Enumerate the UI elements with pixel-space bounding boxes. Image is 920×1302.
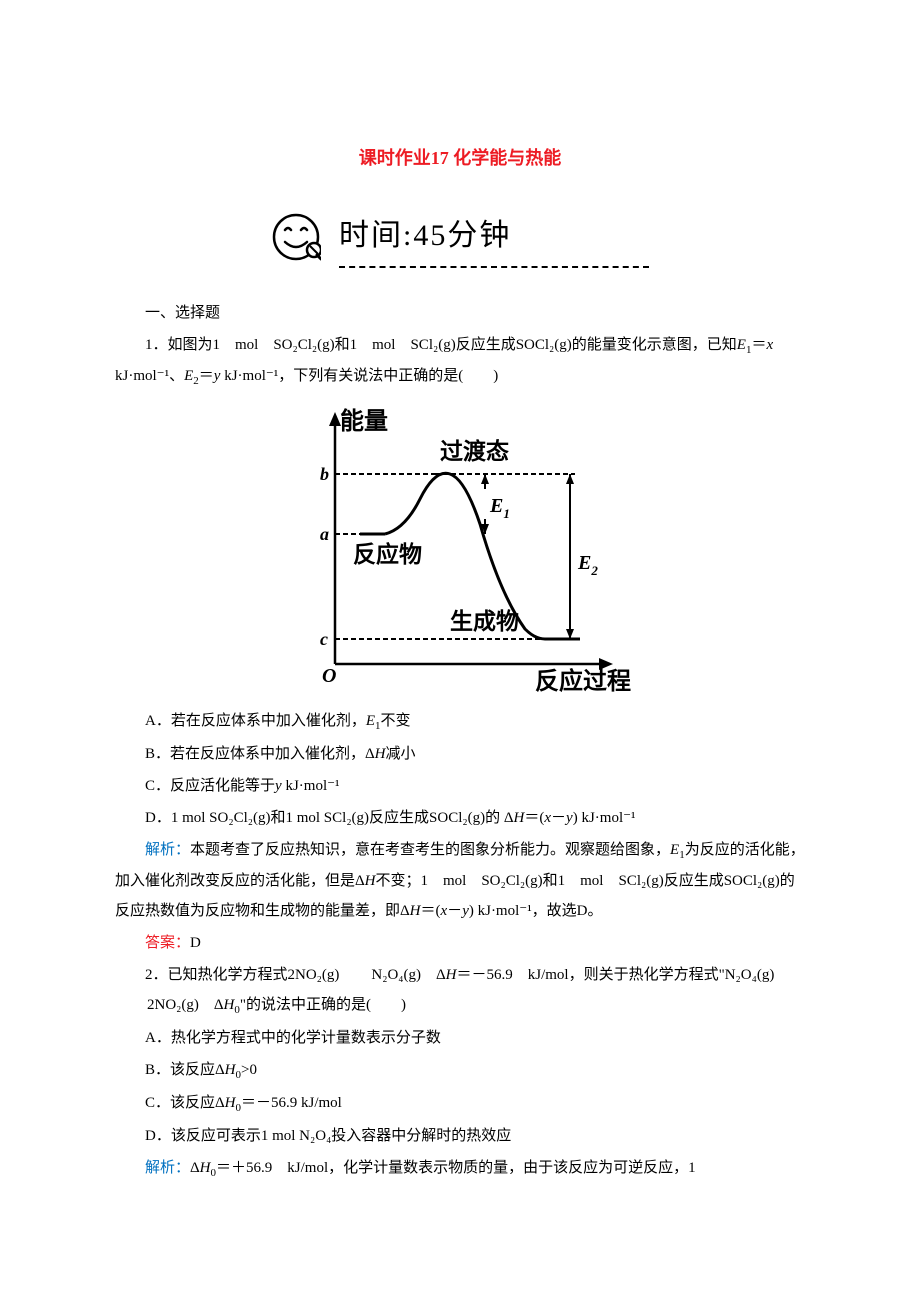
- text: ) kJ·mol⁻¹，故选D。: [469, 903, 603, 919]
- var-H: H: [365, 873, 376, 889]
- time-banner: 时间:45分钟: [115, 206, 805, 268]
- q1-stem: 1．如图为1 mol SO₂Cl₂(g)和1 mol SCl₂(g)反应生成SO…: [115, 330, 805, 392]
- text: 减小: [386, 746, 416, 762]
- transition-label: 过渡态: [440, 438, 509, 464]
- var-H: H: [224, 997, 235, 1013]
- y-axis-label: 能量: [340, 407, 388, 435]
- text: 2NO₂(g) Δ: [147, 997, 224, 1013]
- text: C．该反应Δ: [145, 1095, 225, 1111]
- q1-option-a: A．若在反应体系中加入催化剂，E1不变: [115, 706, 805, 737]
- text: ＝(: [421, 903, 441, 919]
- q1-option-b: B．若在反应体系中加入催化剂，ΔH减小: [115, 739, 805, 769]
- q1-option-c: C．反应活化能等于y kJ·mol⁻¹: [115, 771, 805, 801]
- var-H: H: [200, 1160, 211, 1176]
- var-x: x: [766, 337, 773, 353]
- text: －: [447, 903, 462, 919]
- text: N₂O₄(g) Δ: [371, 967, 445, 983]
- var-E: E: [366, 713, 375, 729]
- origin-label: O: [322, 665, 336, 687]
- text: 本题考查了反应热知识，意在考查考生的图象分析能力。观察题给图象，: [190, 842, 670, 858]
- var-E: E: [737, 337, 746, 353]
- q1-option-d: D．1 mol SO₂Cl₂(g)和1 mol SCl₂(g)反应生成SOCl₂…: [115, 803, 805, 833]
- text: >0: [241, 1062, 257, 1078]
- text: D．1 mol SO₂Cl₂(g)和1 mol SCl₂(g)反应生成SOCl₂…: [145, 810, 514, 826]
- text: 2．已知热化学方程式2NO₂(g): [145, 967, 339, 983]
- text: ＝(: [524, 810, 544, 826]
- text: "的说法中正确的是( ): [240, 997, 406, 1013]
- page-title: 课时作业17 化学能与热能: [115, 140, 805, 176]
- E1-label: E1: [489, 495, 510, 521]
- var-y: y: [566, 810, 573, 826]
- time-underline: [339, 266, 649, 268]
- var-y: y: [462, 903, 469, 919]
- var-E: E: [670, 842, 679, 858]
- q2-option-b: B．该反应ΔH0>0: [115, 1055, 805, 1086]
- var-E: E: [184, 368, 193, 384]
- unit: kJ·mol⁻¹，下列有关说法中正确的是( ): [220, 368, 498, 384]
- text: A．若在反应体系中加入催化剂，: [145, 713, 366, 729]
- var-H: H: [410, 903, 421, 919]
- q1-analysis: 解析：本题考查了反应热知识，意在考查考生的图象分析能力。观察题给图象，E1为反应…: [115, 835, 805, 926]
- text: ＝－56.9 kJ/mol，则关于热化学方程式"N₂O₄(g): [457, 967, 775, 983]
- E2-label: E2: [577, 552, 598, 578]
- text: B．若在反应体系中加入催化剂，Δ: [145, 746, 375, 762]
- point-c: c: [320, 629, 328, 649]
- eq: ＝: [199, 368, 214, 384]
- var-H: H: [514, 810, 525, 826]
- text: B．该反应Δ: [145, 1062, 225, 1078]
- q2-analysis: 解析：ΔH0＝＋56.9 kJ/mol，化学计量数表示物质的量，由于该反应为可逆…: [115, 1153, 805, 1184]
- text: 不变: [381, 713, 411, 729]
- text: ) kJ·mol⁻¹: [573, 810, 636, 826]
- q2-option-a: A．热化学方程式中的化学计量数表示分子数: [115, 1023, 805, 1053]
- q2-stem: 2．已知热化学方程式2NO₂(g)N₂O₄(g) ΔH＝－56.9 kJ/mol…: [115, 960, 805, 1021]
- q1-answer: 答案：D: [115, 928, 805, 958]
- reactant-label: 反应物: [353, 541, 422, 567]
- text: －: [551, 810, 566, 826]
- var-y: y: [275, 778, 282, 794]
- x-axis-label: 反应过程: [535, 667, 631, 694]
- analysis-label: 解析：: [145, 1160, 190, 1176]
- point-b: b: [320, 464, 329, 484]
- q2-option-c: C．该反应ΔH0＝－56.9 kJ/mol: [115, 1088, 805, 1119]
- eq: ＝: [751, 337, 766, 353]
- text: ＝＋56.9 kJ/mol，化学计量数表示物质的量，由于该反应为可逆反应，1: [216, 1160, 696, 1176]
- var-H: H: [446, 967, 457, 983]
- q2-option-d: D．该反应可表示1 mol N₂O₄投入容器中分解时的热效应: [115, 1121, 805, 1151]
- text: ＝－56.9 kJ/mol: [241, 1095, 342, 1111]
- time-text: 时间:45分钟: [339, 206, 649, 266]
- text: Δ: [190, 1160, 200, 1176]
- unit: kJ·mol⁻¹、: [115, 368, 184, 384]
- var-H: H: [225, 1062, 236, 1078]
- section-header: 一、选择题: [115, 298, 805, 328]
- answer-text: D: [190, 935, 201, 951]
- q1-stem-text: 1．如图为1 mol SO₂Cl₂(g)和1 mol SCl₂(g)反应生成SO…: [145, 337, 737, 353]
- analysis-label: 解析：: [145, 842, 190, 858]
- text: C．反应活化能等于: [145, 778, 275, 794]
- text: kJ·mol⁻¹: [282, 778, 340, 794]
- product-label: 生成物: [450, 608, 519, 634]
- answer-label: 答案：: [145, 935, 190, 951]
- var-H: H: [375, 746, 386, 762]
- smiley-icon: [271, 212, 321, 262]
- var-H: H: [225, 1095, 236, 1111]
- point-a: a: [320, 524, 329, 544]
- energy-diagram: 能量 反应过程 O b a c 过渡态 反应物 生成物 E1 E2: [115, 404, 805, 694]
- var-x: x: [544, 810, 551, 826]
